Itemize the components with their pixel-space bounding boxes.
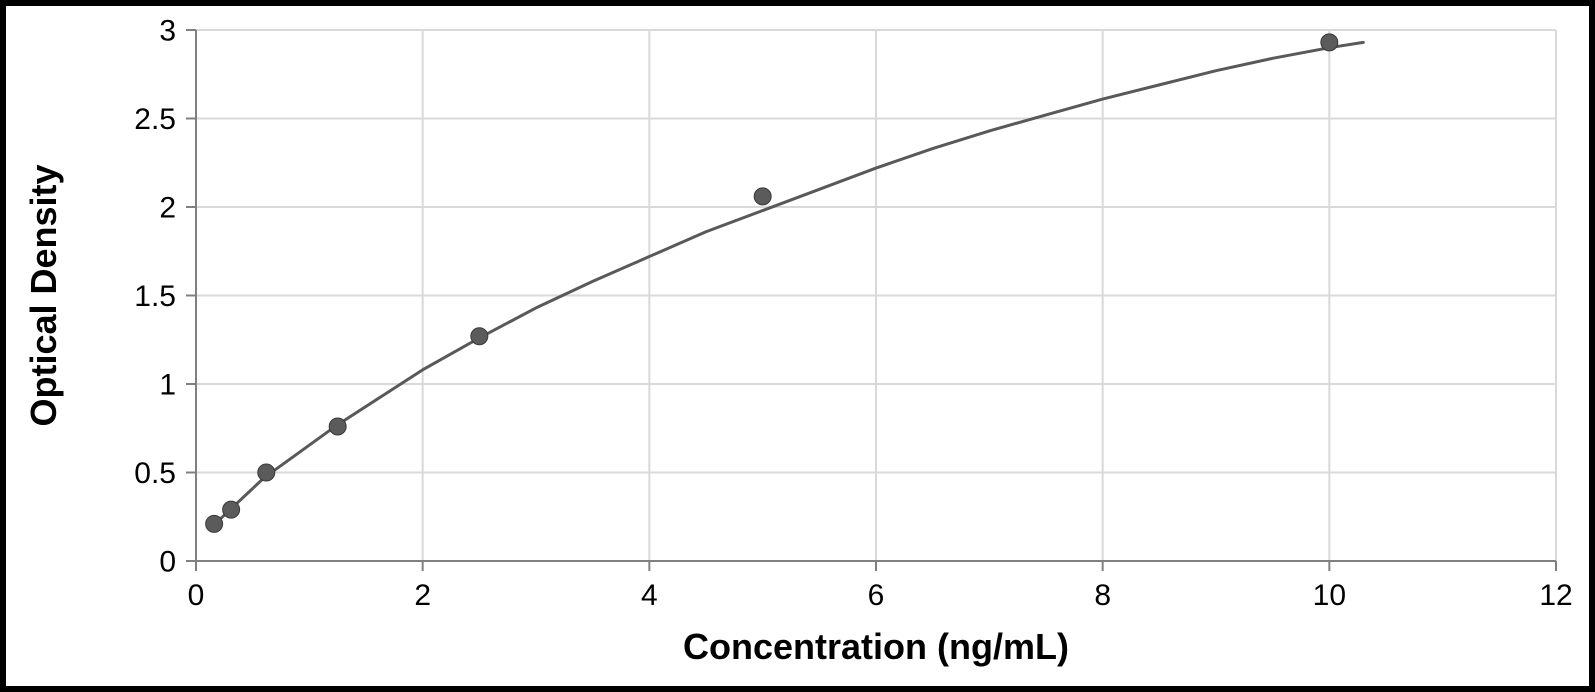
x-axis-title: Concentration (ng/mL) — [683, 626, 1069, 667]
x-tick-labels: 0 2 4 6 8 10 12 — [188, 579, 1573, 612]
x-tick-label: 0 — [188, 579, 205, 612]
data-point — [258, 464, 275, 481]
x-tick-label: 8 — [1094, 579, 1111, 612]
data-point — [754, 188, 771, 205]
data-point — [471, 328, 488, 345]
y-tick-label: 1 — [159, 369, 176, 402]
y-tick-label: 2 — [159, 192, 176, 225]
y-tick-label: 0 — [159, 546, 176, 579]
y-tick-label: 0.5 — [134, 457, 176, 490]
y-axis-title: Optical Density — [23, 164, 64, 426]
points-group — [206, 34, 1338, 532]
data-point — [329, 418, 346, 435]
axes-group — [186, 30, 1556, 571]
data-point — [223, 501, 240, 518]
chart-frame: 0 2 4 6 8 10 12 0 0.5 1 1.5 2 2.5 3 Concentration (n… — [0, 0, 1595, 692]
curve-group — [214, 42, 1363, 524]
x-tick-label: 12 — [1539, 579, 1572, 612]
y-tick-label: 3 — [159, 15, 176, 48]
x-tick-label: 10 — [1313, 579, 1346, 612]
y-tick-labels: 0 0.5 1 1.5 2 2.5 3 — [134, 15, 176, 579]
data-point — [1321, 34, 1338, 51]
x-tick-label: 2 — [414, 579, 431, 612]
x-tick-label: 6 — [868, 579, 885, 612]
fit-curve — [214, 42, 1363, 524]
grid-group — [196, 30, 1556, 561]
chart-svg: 0 2 4 6 8 10 12 0 0.5 1 1.5 2 2.5 3 Concentration (n… — [6, 6, 1589, 686]
y-tick-label: 1.5 — [134, 280, 176, 313]
y-tick-label: 2.5 — [134, 103, 176, 136]
x-tick-label: 4 — [641, 579, 658, 612]
data-point — [206, 515, 223, 532]
